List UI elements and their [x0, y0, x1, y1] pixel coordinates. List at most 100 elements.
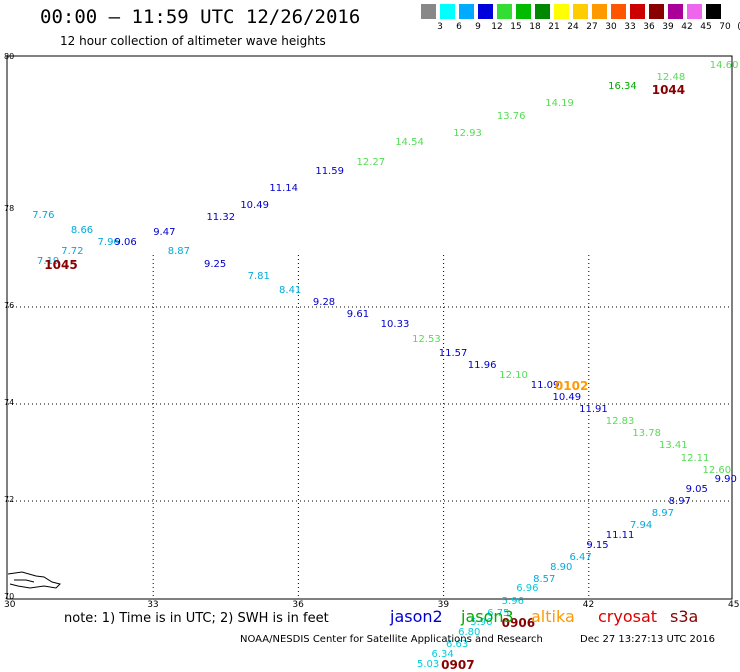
legend-label: 15: [510, 22, 522, 32]
wave-height-label: 5.03: [416, 658, 440, 670]
wave-height-label: 7.94: [629, 520, 653, 532]
wave-height-label: 8.97: [668, 496, 691, 508]
wave-height-label: 11.11: [605, 530, 635, 542]
legend-label: 6: [456, 22, 462, 32]
map-canvas: [6, 55, 733, 600]
wave-height-label: 12.53: [412, 333, 441, 345]
latitude-label: 72: [4, 495, 15, 504]
legend-swatch: [440, 4, 455, 19]
legend-swatch: [516, 4, 531, 19]
wave-height-label: 6.80: [458, 627, 481, 639]
legend-swatch: [706, 4, 721, 19]
legend-swatch: [421, 4, 436, 19]
satellite-s3a: s3a: [670, 607, 699, 626]
latitude-label: 80: [4, 52, 15, 61]
legend-swatch: [649, 4, 664, 19]
satellite-jason3: jason3: [461, 607, 514, 626]
wave-height-label: 8.87: [167, 246, 190, 258]
wave-height-label: 9.05: [685, 484, 708, 496]
wave-height-label: 12.11: [680, 452, 710, 464]
pass-time-label: 0102: [554, 378, 589, 393]
map-frame: [6, 55, 733, 600]
graticule: [8, 255, 732, 598]
wave-height-label: 13.41: [658, 440, 688, 452]
pass-time-label: 0906: [501, 616, 536, 631]
credit-line: NOAA/NESDIS Center for Satellite Applica…: [240, 634, 543, 645]
wave-height-label: 9.06: [114, 236, 137, 248]
wave-height-label: 11.91: [579, 404, 608, 415]
legend-label: 18: [529, 22, 541, 32]
longitude-label: 39: [437, 600, 450, 610]
wave-height-label: 12.60: [702, 464, 732, 476]
wave-height-label: 12.27: [356, 156, 386, 168]
satellite-cryosat: cryosat: [598, 607, 658, 626]
legend-label: 21: [548, 22, 560, 32]
legend-label: 36: [643, 22, 655, 32]
legend-label: 45: [700, 22, 712, 32]
longitude-label: 45: [728, 600, 740, 610]
wave-height-label: 13.76: [496, 110, 526, 122]
wave-height-label: 7.81: [247, 270, 270, 282]
wave-height-label: 14.54: [395, 137, 424, 149]
pass-time-label: 0907: [441, 657, 475, 672]
wave-height-label: 16.34: [608, 81, 637, 93]
wave-height-label: 12.48: [656, 71, 686, 83]
wave-height-label: 12.93: [453, 127, 482, 139]
wave-height-label: 9.90: [714, 474, 737, 486]
land-outline: [7, 571, 61, 589]
legend-swatch: [668, 4, 683, 19]
legend-swatch: [611, 4, 626, 19]
longitude-label: 42: [582, 600, 595, 610]
wave-height-label: 14.19: [545, 98, 574, 110]
wave-height-label: 10.49: [552, 391, 582, 403]
wave-height-label: 8.41: [279, 285, 302, 297]
wave-height-label: 8.90: [550, 561, 573, 573]
wave-height-label: 11.96: [467, 360, 497, 372]
legend-swatch: [573, 4, 588, 19]
wave-height-label: 11.09: [530, 379, 560, 391]
wave-height-label: 9.61: [346, 309, 370, 321]
legend-swatch: [459, 4, 474, 19]
legend-label: 9: [475, 22, 481, 32]
coastline: [7, 571, 61, 589]
wave-height-label: 9.25: [204, 258, 227, 270]
legend-label: 3: [437, 22, 443, 32]
wave-height-label: 7.19: [37, 256, 60, 268]
legend-swatch: [687, 4, 702, 19]
legend-swatch: [478, 4, 493, 19]
wave-height-label: 8.97: [651, 508, 674, 520]
wave-height-label: 11.14: [269, 183, 298, 195]
map-title: 00:00 – 11:59 UTC 12/26/2016: [40, 6, 361, 28]
wave-height-label: 13.78: [632, 428, 661, 440]
legend-label: 30: [605, 22, 617, 32]
wave-height-label: 6.63: [446, 639, 469, 651]
legend-swatch: [592, 4, 607, 19]
latitude-label: 78: [4, 204, 15, 213]
latitude-label: 74: [4, 398, 15, 407]
wave-height-label: 8.66: [70, 224, 94, 236]
latitude-label: 70: [4, 592, 15, 601]
map-subtitle: 12 hour collection of altimeter wave hei…: [60, 34, 326, 48]
wave-height-label: 9.28: [312, 297, 336, 309]
footnote: note: 1) Time is in UTC; 2) SWH is in fe…: [64, 611, 329, 626]
longitude-label: 36: [292, 600, 304, 610]
satellite-altika: altika: [531, 607, 575, 626]
wave-height-label: 8.57: [533, 573, 556, 585]
wave-height-label: 9.47: [153, 226, 176, 238]
wave-height-label: 6.96: [516, 583, 539, 595]
wave-height-label: 10.49: [240, 200, 269, 212]
pass-time-label: 1045: [44, 257, 78, 272]
longitude-label: 30: [4, 600, 16, 610]
latitude-label: 76: [4, 301, 15, 310]
longitude-label: 33: [147, 600, 159, 610]
legend-label: 39: [662, 22, 674, 32]
land-outline-2: [14, 579, 35, 583]
wave-height-label: 11.32: [206, 212, 236, 224]
wave-height-label: 9.15: [586, 539, 609, 551]
legend-label: 33: [624, 22, 636, 32]
legend-label: 27: [586, 22, 598, 32]
legend-label: 42: [681, 22, 693, 32]
wave-height-label: 12.10: [499, 370, 528, 382]
wave-height-label: 5.96: [470, 617, 493, 629]
satellite-jason2: jason2: [390, 607, 443, 626]
